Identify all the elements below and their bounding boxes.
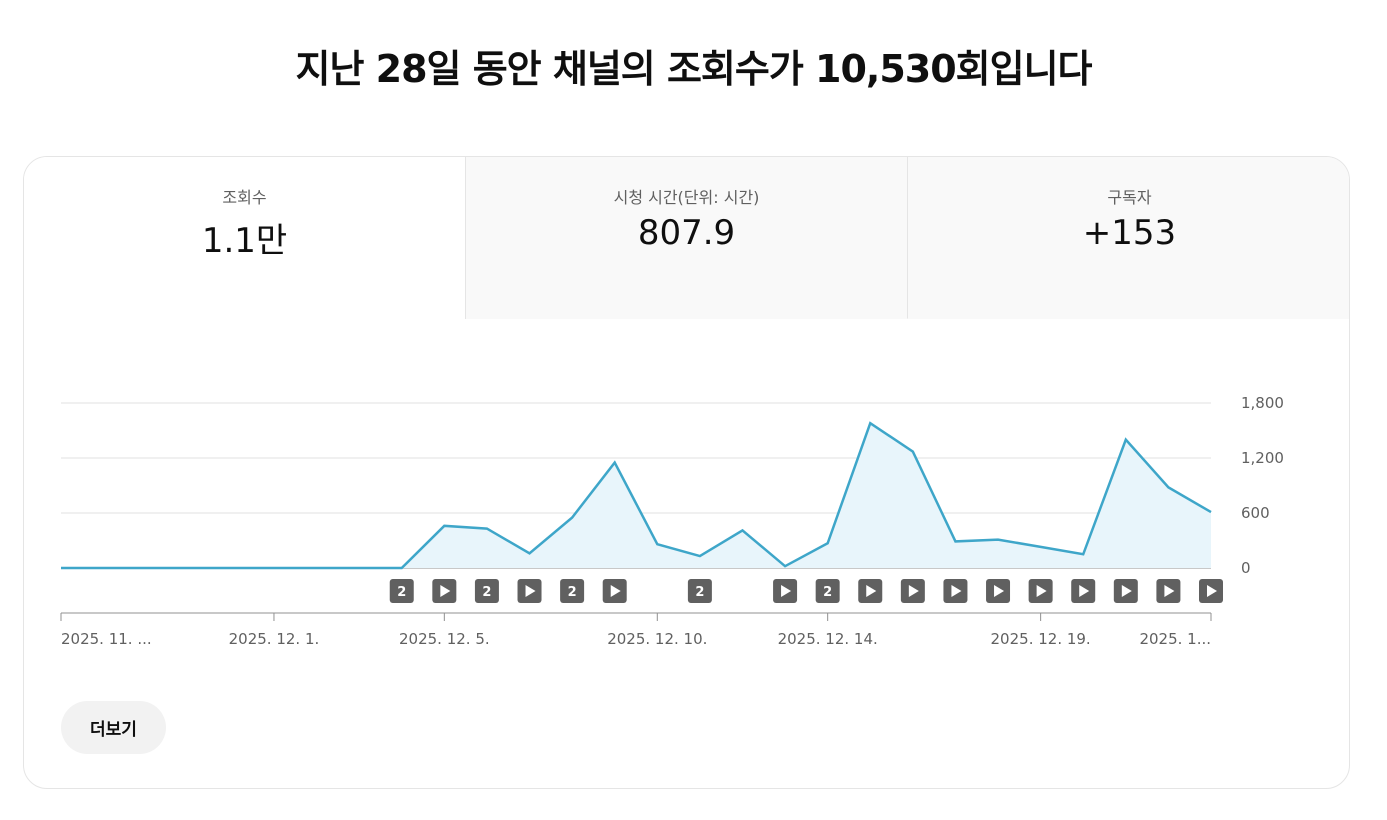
x-tick-label: 2025. 12. 1. bbox=[229, 630, 320, 648]
play-icon bbox=[994, 585, 1005, 597]
video-marker[interactable] bbox=[986, 579, 1011, 603]
metric-tabs: 조회수 1.1만 시청 시간(단위: 시간) 807.9 구독자 +153 bbox=[24, 157, 1349, 319]
chart-area bbox=[61, 421, 1212, 570]
y-tick-label: 0 bbox=[1241, 559, 1251, 577]
play-icon bbox=[1207, 585, 1217, 597]
x-tick-label: 2025. 12. 19. bbox=[991, 630, 1091, 648]
video-marker[interactable] bbox=[1156, 579, 1181, 603]
tab-views-value: 1.1만 bbox=[201, 221, 288, 261]
marker-count: 2 bbox=[482, 585, 491, 600]
video-marker[interactable] bbox=[517, 579, 542, 603]
marker-count: 2 bbox=[397, 585, 406, 600]
tab-watch-time[interactable]: 시청 시간(단위: 시간) 807.9 bbox=[466, 157, 908, 319]
video-marker[interactable] bbox=[858, 579, 883, 603]
play-icon bbox=[440, 585, 451, 597]
marker-box bbox=[815, 579, 840, 603]
video-count-marker[interactable]: 2 bbox=[815, 579, 840, 603]
tab-views[interactable]: 조회수 1.1만 bbox=[24, 157, 466, 319]
marker-count: 2 bbox=[823, 585, 832, 600]
y-tick-label: 1,800 bbox=[1241, 394, 1284, 412]
y-tick-label: 600 bbox=[1241, 504, 1270, 522]
marker-box bbox=[474, 579, 499, 603]
marker-box bbox=[560, 579, 585, 603]
tab-subscribers-value: +153 bbox=[1082, 213, 1177, 253]
video-marker[interactable] bbox=[602, 579, 627, 603]
video-marker[interactable] bbox=[432, 579, 457, 603]
marker-count: 2 bbox=[695, 585, 704, 600]
x-tick-label: 2025. 12. 10. bbox=[607, 630, 707, 648]
video-marker[interactable] bbox=[1199, 579, 1223, 603]
tab-views-label: 조회수 bbox=[222, 188, 267, 207]
series-line bbox=[61, 421, 1212, 570]
play-icon bbox=[781, 585, 792, 597]
overview-card: 조회수 1.1만 시청 시간(단위: 시간) 807.9 구독자 +153 0 6… bbox=[23, 156, 1350, 789]
video-marker[interactable] bbox=[900, 579, 925, 603]
video-marker[interactable] bbox=[1071, 579, 1096, 603]
play-icon bbox=[866, 585, 877, 597]
marker-box bbox=[389, 579, 414, 603]
chart-x-axis: 2025. 11. ... 2025. 12. 1. 2025. 12. 5. 202… bbox=[60, 612, 1212, 648]
play-icon bbox=[908, 585, 919, 597]
page-headline: 지난 28일 동안 채널의 조회수가 10,530회입니다 bbox=[295, 47, 1092, 91]
tab-watch-time-label: 시청 시간(단위: 시간) bbox=[613, 188, 760, 207]
video-marker[interactable] bbox=[1028, 579, 1053, 603]
play-icon bbox=[525, 585, 536, 597]
marker-count: 2 bbox=[568, 585, 577, 600]
play-icon bbox=[1164, 585, 1175, 597]
more-button[interactable]: 더보기 bbox=[61, 701, 166, 754]
play-icon bbox=[1121, 585, 1132, 597]
play-icon bbox=[1079, 585, 1090, 597]
upload-markers: 2 2 2 2 2 bbox=[389, 579, 1223, 603]
x-tick-label: 2025. 1... bbox=[1139, 630, 1211, 648]
video-count-marker[interactable]: 2 bbox=[474, 579, 499, 603]
x-tick-label: 2025. 12. 5. bbox=[399, 630, 490, 648]
y-tick-label: 1,200 bbox=[1241, 449, 1284, 467]
tab-watch-time-value: 807.9 bbox=[637, 213, 736, 253]
play-icon bbox=[951, 585, 962, 597]
video-count-marker[interactable]: 2 bbox=[389, 579, 414, 603]
play-icon bbox=[610, 585, 621, 597]
video-count-marker[interactable]: 2 bbox=[687, 579, 712, 603]
video-marker[interactable] bbox=[773, 579, 798, 603]
video-count-marker[interactable]: 2 bbox=[560, 579, 585, 603]
play-icon bbox=[1036, 585, 1047, 597]
marker-box bbox=[687, 579, 712, 603]
video-marker[interactable] bbox=[943, 579, 968, 603]
tab-subscribers[interactable]: 구독자 +153 bbox=[908, 157, 1349, 319]
x-tick-label: 2025. 11. ... bbox=[61, 630, 152, 648]
video-marker[interactable] bbox=[1113, 579, 1138, 603]
x-tick-label: 2025. 12. 14. bbox=[778, 630, 878, 648]
area-fill bbox=[61, 423, 1211, 568]
tab-subscribers-label: 구독자 bbox=[1107, 188, 1152, 207]
